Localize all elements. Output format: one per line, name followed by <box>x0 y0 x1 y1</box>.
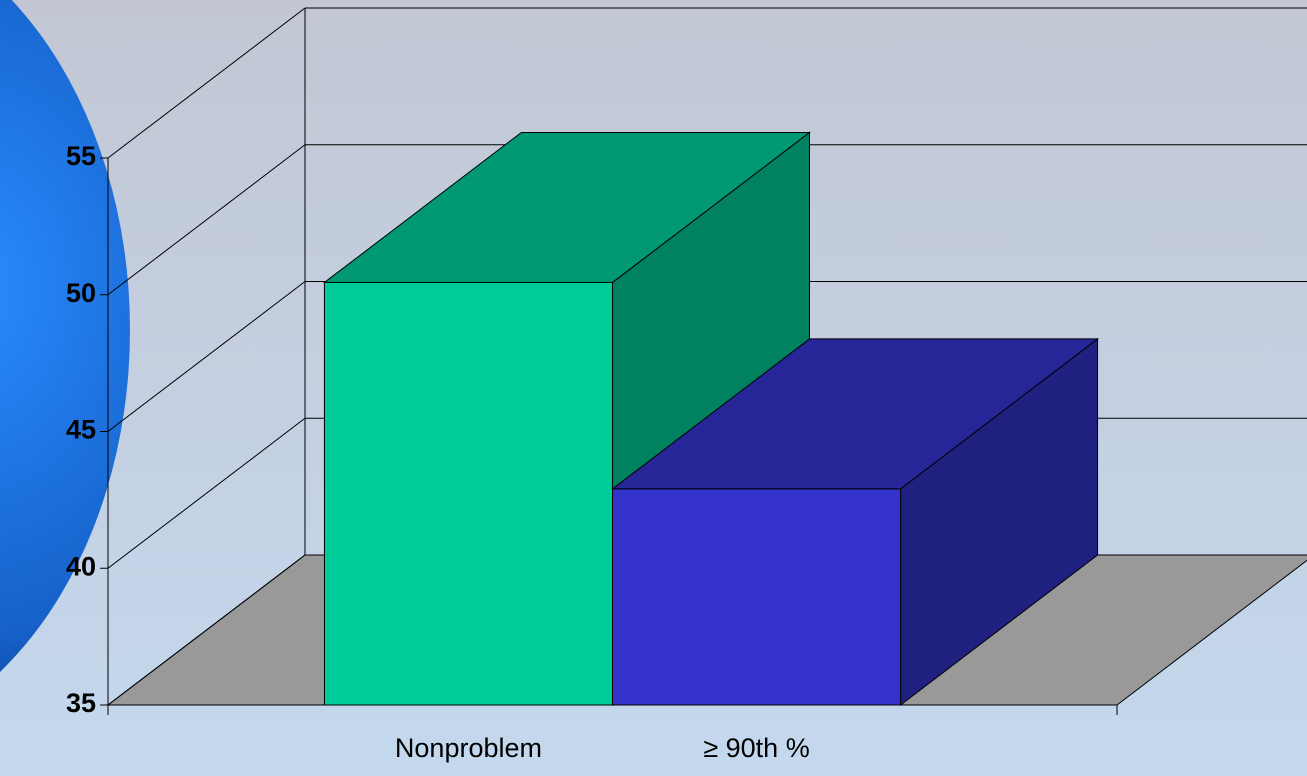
x-tick-label: Nonproblem <box>395 733 542 763</box>
grid-line-side <box>107 7 306 159</box>
decor-sphere <box>0 0 130 672</box>
bar <box>612 488 902 706</box>
y-tick-label: 40 <box>66 551 96 581</box>
bar <box>323 281 613 706</box>
y-tick-label: 35 <box>66 688 96 718</box>
y-tick-label: 45 <box>66 415 96 445</box>
grid-line-side <box>107 144 306 296</box>
grid-line-side <box>107 554 306 706</box>
y-tick-label: 55 <box>66 141 96 171</box>
x-tick-label: ≥ 90th % <box>703 733 809 763</box>
y-tick-label: 50 <box>66 278 96 308</box>
plot: 35 40 45 50 55 Nonproblem ≥ 90th % <box>66 7 1307 763</box>
grid-line-side <box>107 417 306 569</box>
grid-line-side <box>107 281 306 432</box>
